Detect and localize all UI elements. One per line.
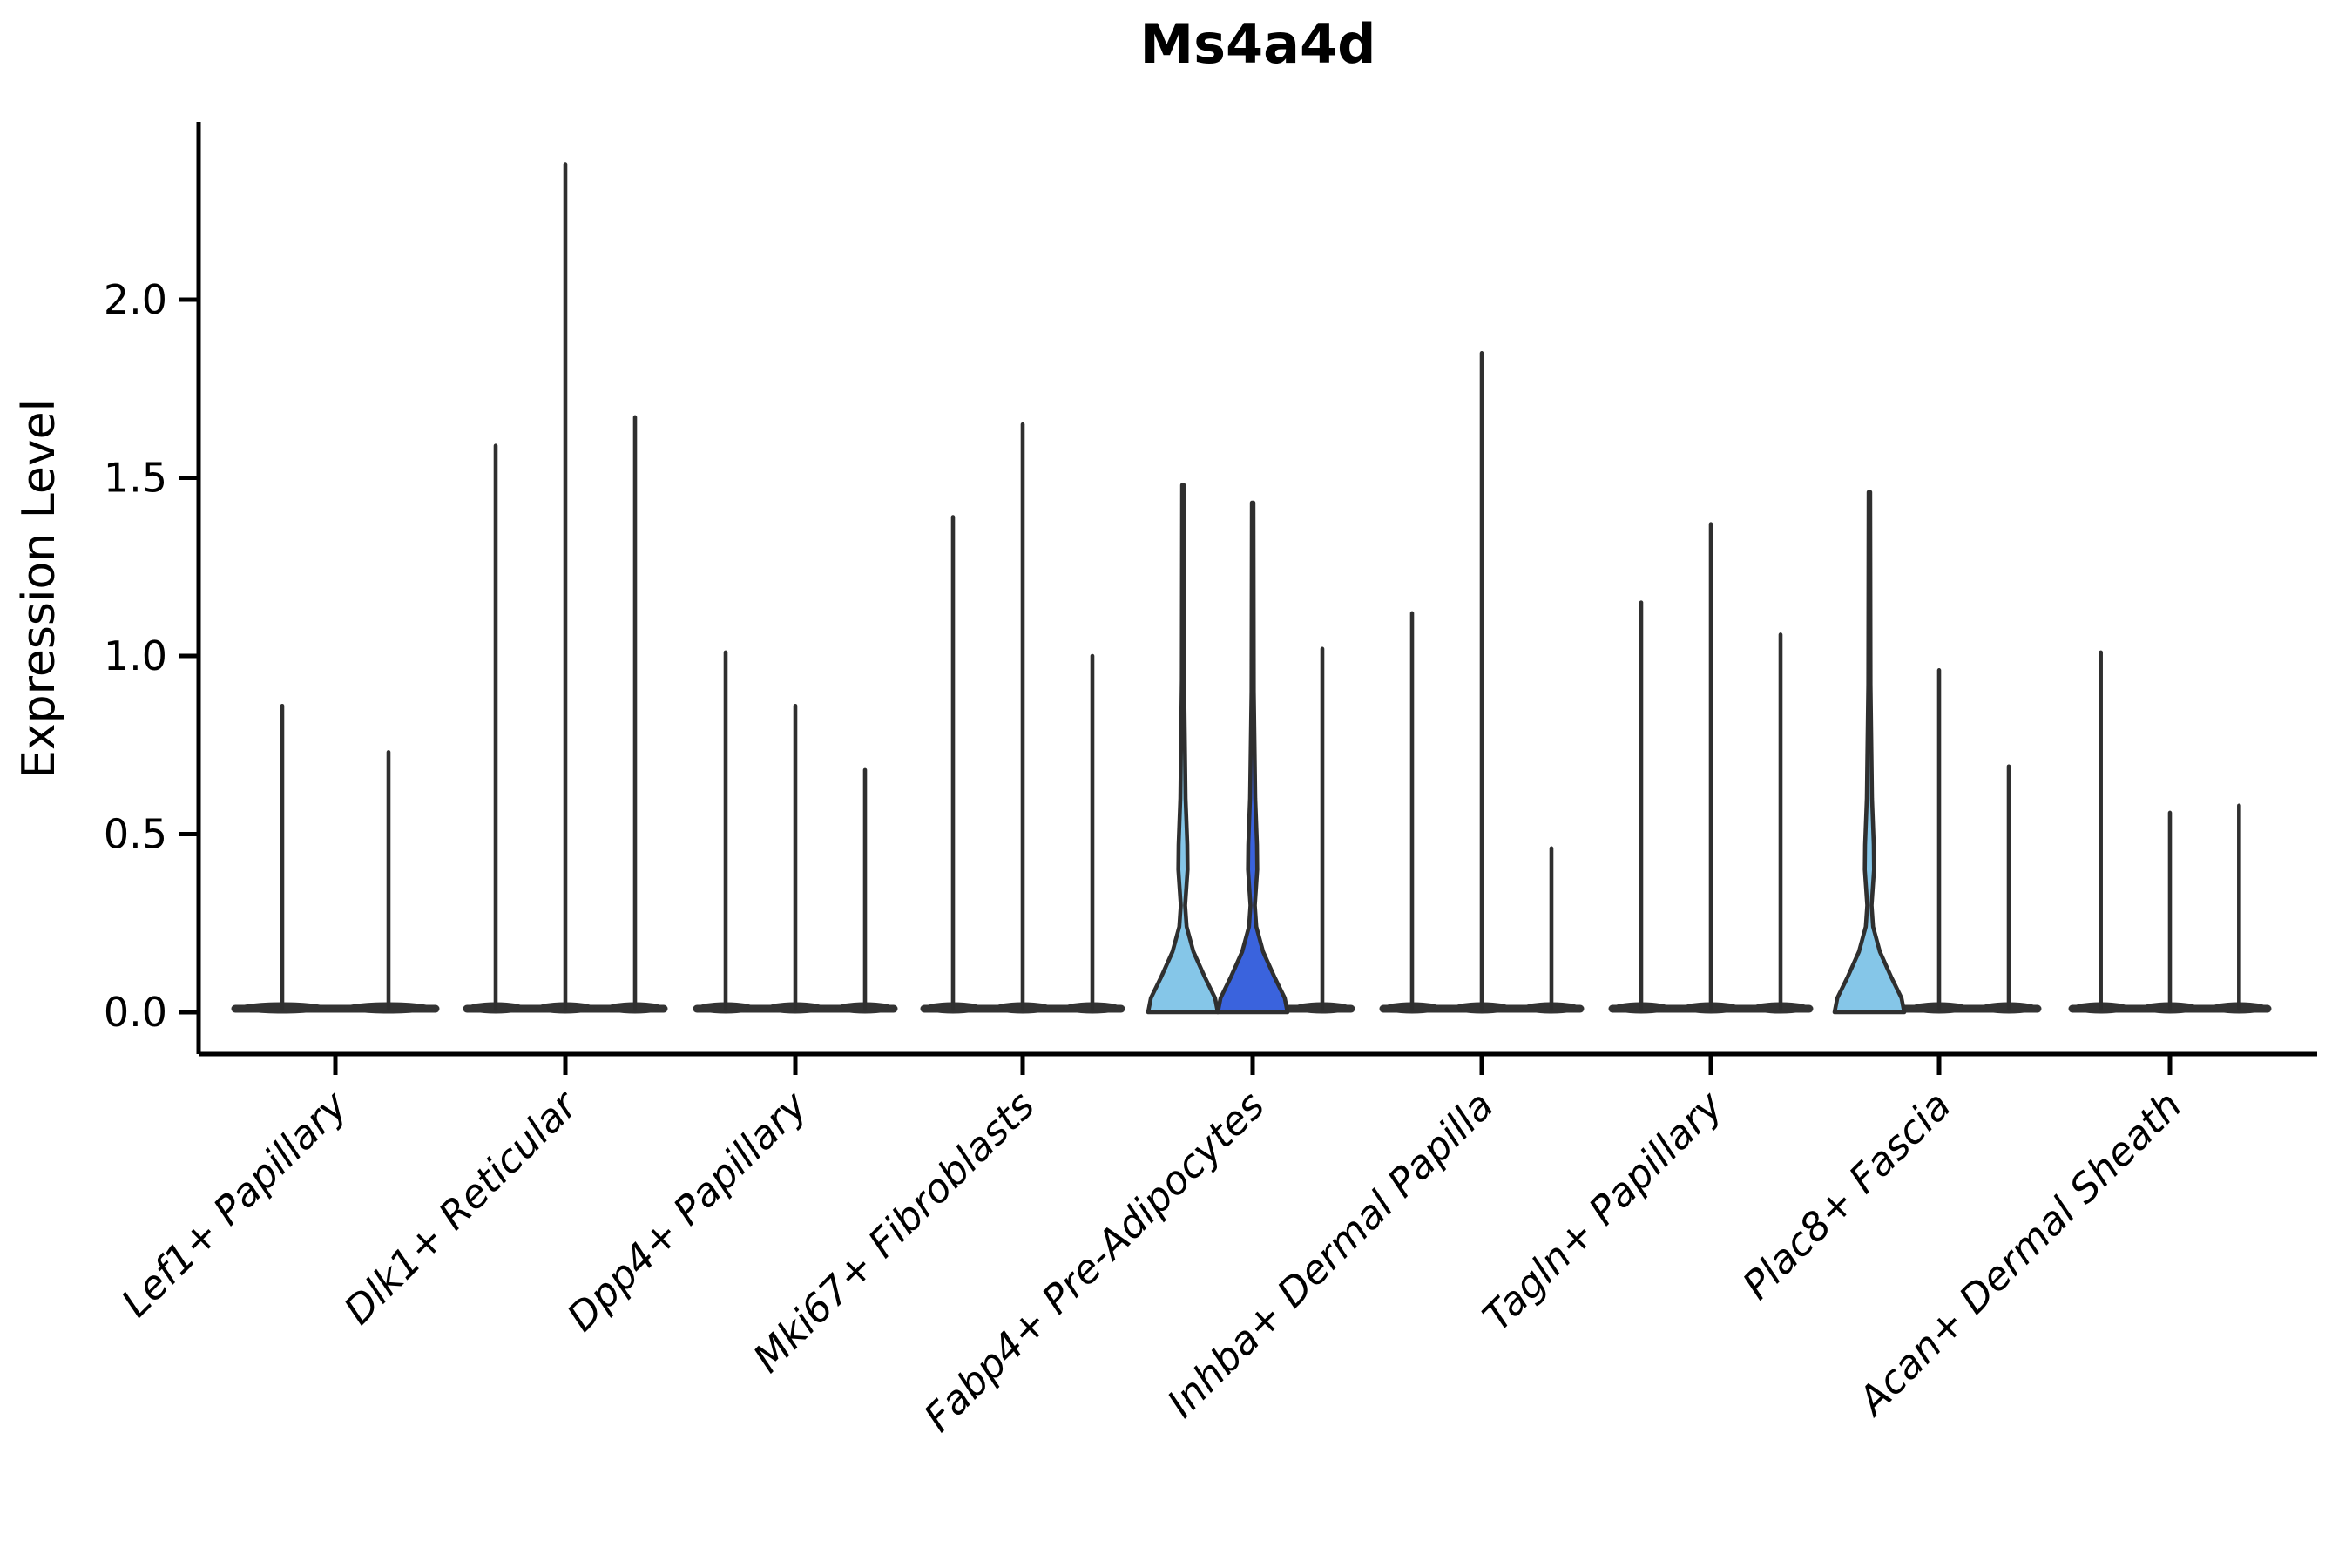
y-tick-label: 1.0: [104, 632, 167, 679]
x-tick-label: Dpp4+ Papillary: [558, 1081, 817, 1340]
y-tick-label: 1.5: [104, 455, 167, 502]
chart-title: Ms4a4d: [1139, 12, 1375, 76]
y-tick-label: 2.0: [104, 276, 167, 323]
x-tick-label: Plac8+ Fascia: [1734, 1082, 1960, 1308]
violin-highlight: [1146, 483, 1220, 1015]
y-tick-label: 0.5: [104, 811, 167, 858]
violins-layer: [231, 162, 2272, 1015]
y-axis-label: Expression Level: [13, 399, 65, 779]
y-tick-label: 0.0: [104, 989, 167, 1036]
violin-highlight: [1832, 490, 1907, 1015]
x-tick-label: Dlk1+ Reticular: [335, 1081, 587, 1334]
x-tick-label: Tagln+ Papillary: [1474, 1081, 1733, 1340]
violin-highlight: [1215, 500, 1290, 1015]
axes-layer: [179, 122, 2317, 1075]
x-tick-label: Lef1+ Papillary: [112, 1081, 357, 1326]
